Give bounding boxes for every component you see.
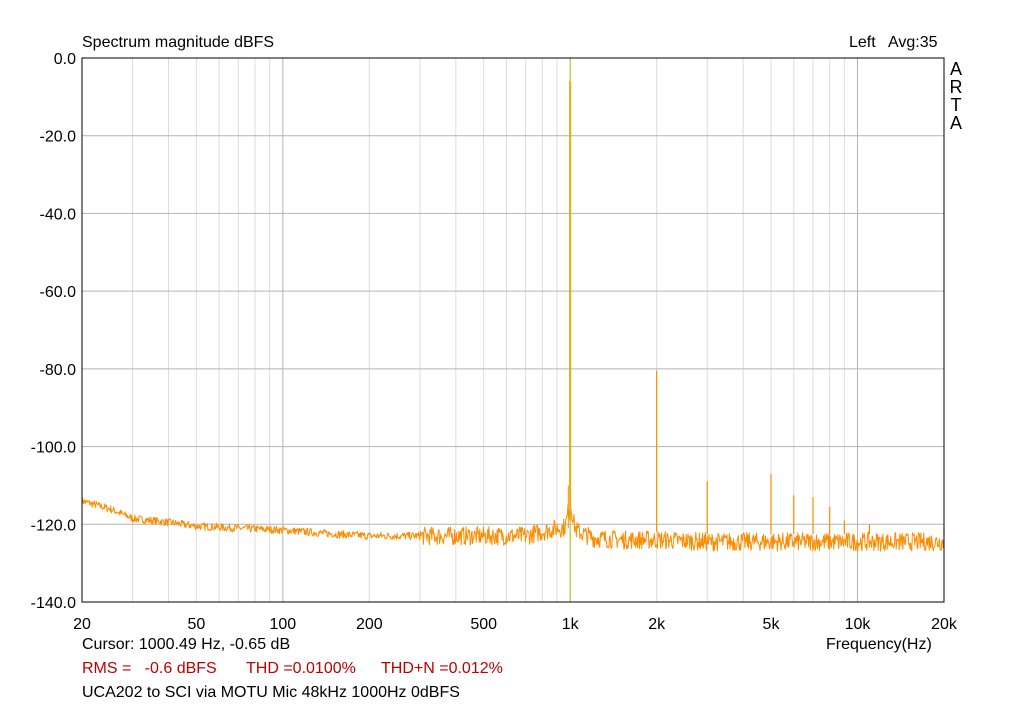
y-tick-label: 0.0 xyxy=(54,51,76,68)
thd-readout: THD =0.0100% xyxy=(246,660,356,677)
x-tick-label: 20 xyxy=(73,616,91,633)
x-tick-label: 2k xyxy=(648,616,666,633)
spectrum-trace xyxy=(81,81,945,552)
y-tick-label: -20.0 xyxy=(40,129,77,146)
chart-title: Spectrum magnitude dBFS xyxy=(82,34,275,51)
x-tick-label: 5k xyxy=(763,616,781,633)
thdn-readout: THD+N =0.012% xyxy=(381,660,503,677)
channel-label: Left xyxy=(849,34,876,51)
x-tick-label: 200 xyxy=(356,616,383,633)
x-tick-label: 20k xyxy=(931,616,958,633)
x-tick-label: 50 xyxy=(187,616,205,633)
y-tick-label: -80.0 xyxy=(40,362,77,379)
plot-frame xyxy=(81,57,945,603)
x-tick-label: 10k xyxy=(845,616,872,633)
x-tick-label: 1k xyxy=(562,616,580,633)
noise-floor-line xyxy=(81,497,945,552)
arta-brand: ARTA xyxy=(949,59,963,133)
cursor-readout: Cursor: 1000.49 Hz, -0.65 dB xyxy=(82,636,291,653)
y-tick-label: -100.0 xyxy=(31,440,76,457)
tick-labels: 20 50 100 200 500 1k 2k 5k 10k 20k 0.0 -20.0 -40.0 -6… xyxy=(31,51,958,633)
x-tick-label: 100 xyxy=(269,616,296,633)
y-tick-label: -60.0 xyxy=(40,284,77,301)
rms-readout: RMS = -0.6 dBFS xyxy=(82,660,217,677)
grid xyxy=(82,58,944,602)
y-tick-label: -140.0 xyxy=(31,595,76,612)
y-tick-label: -120.0 xyxy=(31,517,76,534)
y-tick-label: -40.0 xyxy=(40,206,77,223)
average-label: Avg:35 xyxy=(888,34,938,51)
x-axis-label: Frequency(Hz) xyxy=(826,636,932,653)
x-tick-label: 500 xyxy=(470,616,497,633)
measurement-description: UCA202 to SCI via MOTU Mic 48kHz 1000Hz … xyxy=(82,684,460,701)
